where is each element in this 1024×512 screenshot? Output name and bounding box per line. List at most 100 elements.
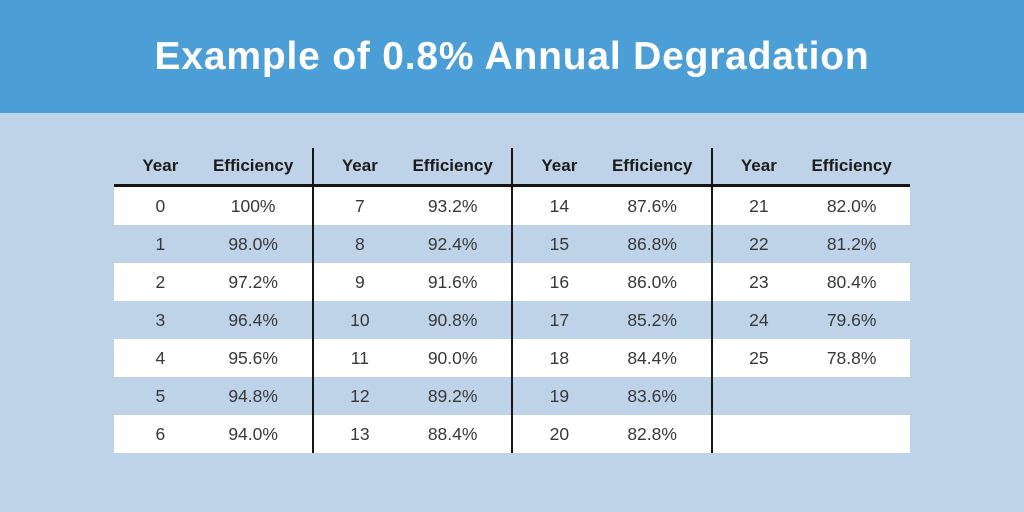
table-row: 19 83.6% [513,377,711,415]
year-cell: 22 [749,233,769,254]
year-cell: 21 [749,195,769,216]
degradation-infographic: Example of 0.8% Annual Degradation Year E… [0,0,1024,453]
table-group-2: Year Efficiency 7 93.2% 8 92.4% 9 91.6% 10 90.8% 1… [311,148,512,453]
efficiency-cell: 90.8% [427,309,478,330]
column-header-efficiency: Efficiency [811,156,892,175]
year-cell: 5 [155,385,166,406]
year-cell: 10 [350,309,370,330]
table-row: 10 90.8% [314,301,512,339]
year-cell: 7 [355,195,365,216]
year-cell: 14 [549,195,570,216]
efficiency-cell: 78.8% [826,347,877,368]
table-row: 4 95.6% [114,339,312,377]
table-header-row: Year Efficiency [513,148,711,187]
table-row: 25 78.8% [712,339,910,377]
column-header-efficiency: Efficiency [611,156,693,175]
efficiency-cell: 89.2% [427,385,478,406]
efficiency-cell: 82.0% [826,195,877,216]
efficiency-cell: 95.6% [228,347,278,368]
table-row: 20 82.8% [513,415,711,453]
efficiency-cell: 91.6% [427,271,478,292]
year-cell: 12 [350,385,370,406]
year-cell: 23 [749,271,769,292]
table-row: 17 85.2% [513,301,711,339]
year-cell: 15 [549,233,570,254]
table-row: 15 86.8% [513,225,711,263]
efficiency-cell: 87.6% [627,195,677,216]
table-row: 24 79.6% [713,301,911,339]
year-cell: 19 [549,385,570,406]
table-header-row: Year Efficiency [114,148,312,187]
efficiency-cell: 86.8% [627,233,677,254]
table-row: 1 98.0% [114,225,312,263]
table-row [713,377,911,415]
table-group-1: Year Efficiency 0 100% 1 98.0% 2 97.2% 3 96.4% 4 95… [114,148,312,453]
year-cell: 4 [155,347,166,368]
year-cell: 1 [155,233,166,254]
year-cell: 9 [355,271,365,292]
year-cell: 18 [549,347,570,368]
year-cell: 6 [155,423,166,444]
efficiency-cell: 82.8% [627,423,677,444]
efficiency-cell: 86.0% [627,271,677,292]
table-row: 14 87.6% [513,187,711,225]
efficiency-cell: 98.0% [228,233,278,254]
year-cell: 25 [749,347,769,368]
efficiency-cell: 84.4% [627,347,677,368]
table-row: 13 88.4% [313,415,511,453]
year-cell: 17 [549,309,570,330]
table-row: 0 100% [114,187,312,225]
table-row: 22 81.2% [713,225,911,263]
table-row: 3 96.4% [114,301,312,339]
column-header-year: Year [142,156,179,175]
page-title: Example of 0.8% Annual Degradation [154,34,870,78]
column-header-year: Year [341,156,378,175]
table-area: Year Efficiency 0 100% 1 98.0% 2 97.2% 3 96.4% 4 95… [0,113,1024,453]
efficiency-cell: 93.2% [427,195,478,216]
table-row: 2 97.2% [114,263,312,301]
year-cell: 16 [549,271,570,292]
efficiency-cell: 88.4% [427,423,478,444]
table-header-row: Year Efficiency [712,148,910,187]
table-row: 16 86.0% [513,263,711,301]
efficiency-cell: 100% [230,195,276,216]
year-cell: 24 [749,309,769,330]
table-row: 18 84.4% [513,339,711,377]
table-row: 5 94.8% [114,377,312,415]
efficiency-cell: 85.2% [627,309,677,330]
year-cell: 20 [549,423,570,444]
table-row: 8 92.4% [314,225,512,263]
year-cell: 8 [355,233,365,254]
year-cell: 11 [350,347,369,368]
efficiency-cell: 83.6% [627,385,677,406]
year-cell: 2 [155,271,166,292]
table-row: 6 94.0% [114,415,312,453]
table-group-4: Year Efficiency 21 82.0% 22 81.2% 23 80.4% 24 79.… [710,148,911,453]
year-cell: 0 [155,195,166,216]
table-row: 21 82.0% [712,187,910,225]
efficiency-cell: 81.2% [826,233,877,254]
efficiency-cell: 94.8% [228,385,278,406]
degradation-table: Year Efficiency 0 100% 1 98.0% 2 97.2% 3 96.4% 4 95… [114,148,910,453]
efficiency-cell: 94.0% [228,423,278,444]
efficiency-cell: 97.2% [228,271,278,292]
table-row [712,415,910,453]
table-header-row: Year Efficiency [313,148,511,187]
efficiency-cell: 90.0% [427,347,478,368]
column-header-year: Year [740,156,777,175]
table-group-3: Year Efficiency 14 87.6% 15 86.8% 16 86.0% 17 85.… [511,148,711,453]
year-cell: 3 [155,309,166,330]
column-header-year: Year [541,156,578,175]
column-header-efficiency: Efficiency [212,156,294,175]
efficiency-cell: 80.4% [826,271,877,292]
efficiency-cell: 79.6% [826,309,877,330]
efficiency-cell: 96.4% [228,309,278,330]
table-row: 9 91.6% [313,263,511,301]
table-row: 23 80.4% [712,263,910,301]
table-row: 7 93.2% [313,187,511,225]
year-cell: 13 [350,423,370,444]
title-banner: Example of 0.8% Annual Degradation [0,0,1024,113]
efficiency-cell: 92.4% [427,233,478,254]
column-header-efficiency: Efficiency [412,156,493,175]
table-row: 11 90.0% [313,339,511,377]
